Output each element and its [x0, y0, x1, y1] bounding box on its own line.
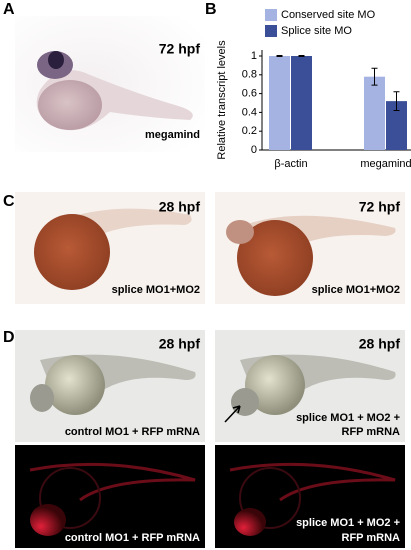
y-tick-label: 0.2	[242, 125, 257, 137]
image-label: splice MO1 + MO2 +	[296, 517, 400, 529]
y-tick-label: 1	[251, 50, 257, 62]
image-label: control MO1 + RFP mRNA	[65, 426, 200, 438]
stage-label: 72 hpf	[359, 199, 401, 215]
image-label: splice MO1+MO2	[312, 284, 400, 296]
embryo	[30, 354, 196, 415]
image-label: control MO1 + RFP mRNA	[65, 532, 200, 544]
image-label: RFP mRNA	[342, 532, 401, 544]
bar	[269, 56, 290, 150]
embryo	[29, 462, 196, 536]
y-tick-label: 0.4	[242, 106, 257, 118]
panel-letter: B	[205, 1, 217, 18]
embryo	[226, 215, 396, 296]
stage-label: 28 hpf	[359, 336, 401, 352]
error-bar	[298, 55, 305, 57]
panel-letter: D	[3, 329, 15, 346]
embryo	[36, 51, 193, 131]
y-tick-label: 0.8	[242, 69, 257, 81]
stage-label: 28 hpf	[159, 199, 201, 215]
image-label: RFP mRNA	[342, 426, 401, 438]
legend-label: Conserved site MO	[281, 9, 376, 21]
embryo	[34, 208, 192, 290]
x-tick-label: β-actin	[274, 158, 307, 170]
image-label: splice MO1 + MO2 +	[296, 412, 400, 424]
stage-label: 72 hpf	[159, 41, 201, 57]
legend-swatch	[265, 9, 277, 21]
embryo	[224, 354, 396, 423]
image-label: megamind	[145, 129, 200, 141]
legend-swatch	[265, 25, 277, 37]
image-label: splice MO1+MO2	[112, 284, 200, 296]
stage-label: 28 hpf	[159, 336, 201, 352]
error-bar	[393, 91, 400, 112]
y-tick-label: 0	[251, 144, 257, 156]
embryo	[229, 462, 396, 536]
panel-letter: A	[3, 1, 15, 18]
y-axis-label: Relative transcript levels	[216, 40, 228, 160]
bar	[386, 101, 407, 150]
bar	[291, 56, 312, 150]
legend-label: Splice site MO	[281, 25, 352, 37]
panel-letter: C	[3, 193, 15, 210]
error-bar	[276, 55, 283, 57]
bar	[364, 76, 385, 150]
error-bar	[371, 67, 378, 86]
x-tick-label: megamind	[360, 158, 411, 170]
y-tick-label: 0.6	[242, 88, 257, 100]
